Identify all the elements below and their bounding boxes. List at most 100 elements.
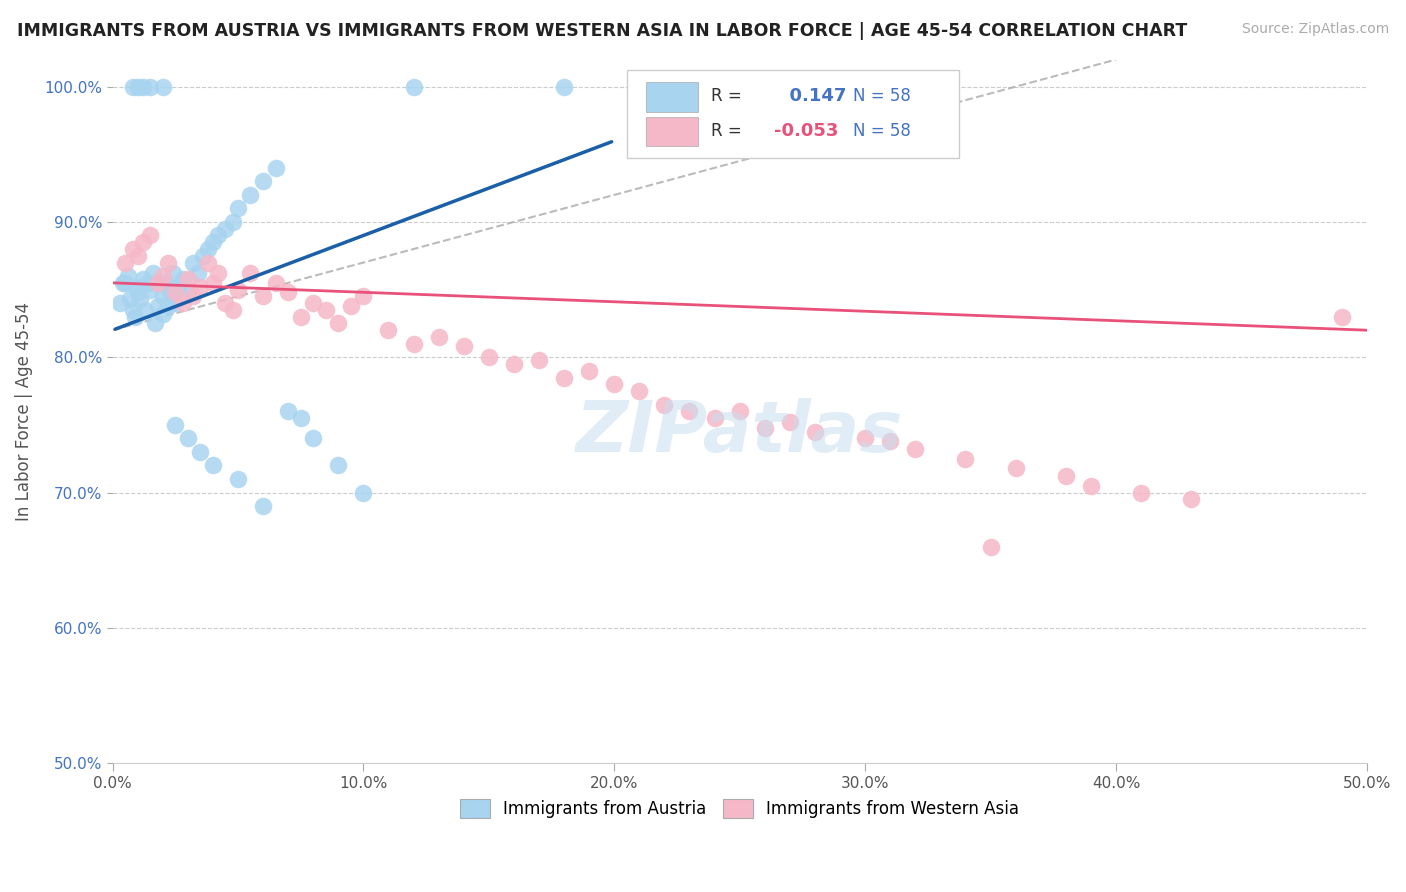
Point	[214, 296, 236, 310]
Point	[904, 442, 927, 457]
Point	[239, 187, 262, 202]
Point	[703, 411, 725, 425]
Point	[131, 272, 153, 286]
Point	[779, 415, 801, 429]
FancyBboxPatch shape	[645, 82, 699, 112]
Point	[222, 302, 245, 317]
Point	[527, 353, 550, 368]
Point	[197, 242, 219, 256]
Point	[264, 276, 287, 290]
Point	[114, 276, 136, 290]
Point	[165, 417, 187, 432]
Point	[187, 266, 209, 280]
Point	[1180, 492, 1202, 507]
Point	[165, 296, 187, 310]
FancyBboxPatch shape	[645, 117, 699, 146]
Point	[139, 79, 162, 94]
Point	[1330, 310, 1353, 324]
Point	[980, 540, 1002, 554]
Point	[340, 299, 363, 313]
Point	[127, 249, 149, 263]
Point	[136, 276, 159, 290]
Point	[152, 289, 174, 303]
Text: R =: R =	[711, 87, 741, 105]
Point	[127, 280, 149, 294]
Point	[177, 432, 200, 446]
Point	[402, 79, 425, 94]
Point	[214, 221, 236, 235]
Point	[177, 272, 200, 286]
Point	[628, 384, 651, 398]
Point	[955, 451, 977, 466]
Point	[156, 255, 179, 269]
Point	[134, 302, 156, 317]
Point	[131, 79, 153, 94]
Point	[222, 215, 245, 229]
FancyBboxPatch shape	[627, 70, 959, 158]
Legend: Immigrants from Austria, Immigrants from Western Asia: Immigrants from Austria, Immigrants from…	[453, 793, 1026, 825]
Point	[114, 255, 136, 269]
Point	[578, 364, 600, 378]
Text: ZIPatlas: ZIPatlas	[576, 398, 904, 467]
Point	[226, 283, 249, 297]
Point	[201, 458, 224, 473]
Point	[108, 296, 131, 310]
Point	[155, 276, 177, 290]
Point	[207, 228, 229, 243]
Text: R =: R =	[711, 121, 741, 140]
Point	[277, 285, 299, 300]
Point	[427, 330, 450, 344]
Text: N = 58: N = 58	[852, 87, 911, 105]
Point	[146, 299, 169, 313]
Point	[121, 302, 143, 317]
Point	[121, 79, 143, 94]
Point	[252, 289, 274, 303]
Point	[124, 310, 146, 324]
Point	[603, 377, 626, 392]
Point	[226, 202, 249, 216]
Text: -0.053: -0.053	[773, 121, 838, 140]
Point	[177, 285, 200, 300]
Point	[188, 280, 211, 294]
Point	[188, 445, 211, 459]
Text: N = 58: N = 58	[852, 121, 911, 140]
Text: 0.147: 0.147	[778, 87, 846, 105]
Point	[129, 292, 152, 306]
Point	[156, 299, 179, 313]
Point	[181, 289, 204, 303]
Point	[352, 485, 374, 500]
Text: Source: ZipAtlas.com: Source: ZipAtlas.com	[1241, 22, 1389, 37]
Point	[121, 242, 143, 256]
Point	[117, 268, 139, 283]
Point	[853, 432, 876, 446]
Point	[654, 398, 676, 412]
Point	[166, 280, 188, 294]
Point	[152, 268, 174, 283]
Point	[728, 404, 751, 418]
Point	[302, 296, 325, 310]
Point	[139, 283, 162, 297]
Y-axis label: In Labor Force | Age 45-54: In Labor Force | Age 45-54	[15, 301, 32, 521]
Point	[127, 285, 149, 300]
Point	[131, 235, 153, 250]
Point	[201, 276, 224, 290]
Point	[678, 404, 700, 418]
Point	[172, 272, 194, 286]
Point	[328, 458, 350, 473]
Point	[172, 296, 194, 310]
Point	[149, 276, 172, 290]
Point	[290, 310, 312, 324]
Point	[277, 404, 299, 418]
Point	[328, 317, 350, 331]
Point	[290, 411, 312, 425]
Point	[162, 266, 184, 280]
Point	[127, 79, 149, 94]
Point	[402, 336, 425, 351]
Point	[252, 174, 274, 188]
Point	[207, 266, 229, 280]
Point	[879, 434, 901, 449]
Point	[120, 292, 142, 306]
Point	[1130, 485, 1153, 500]
Point	[152, 79, 174, 94]
Point	[754, 420, 776, 434]
